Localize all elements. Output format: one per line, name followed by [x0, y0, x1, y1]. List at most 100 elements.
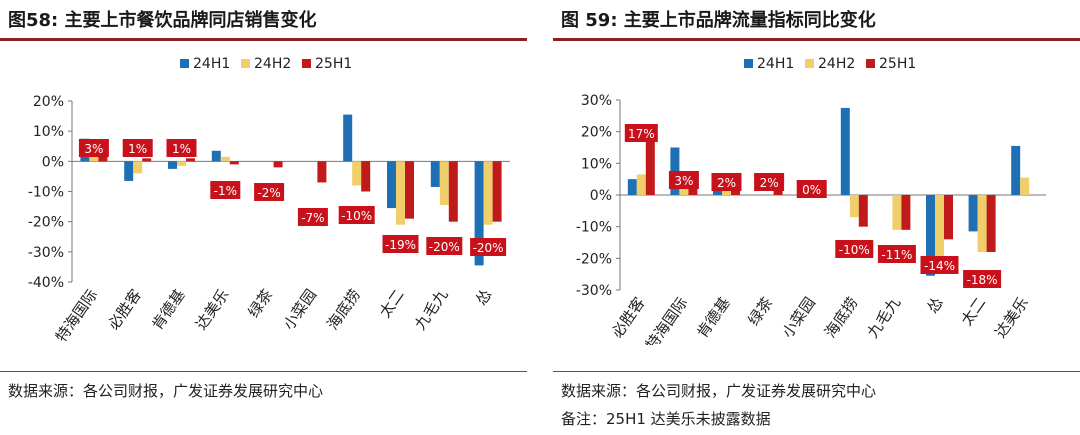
- data-label-box: [470, 238, 507, 256]
- bar-25H1-太二: [986, 195, 996, 252]
- x-category-label: 特海国际: [642, 294, 691, 345]
- data-label-box: [711, 173, 742, 191]
- data-label: -7%: [301, 211, 324, 225]
- bar-25H1-怂: [492, 161, 502, 222]
- legend-label-24H2: 24H2: [818, 56, 855, 72]
- data-label-box: [877, 245, 916, 263]
- left-footer-rule: [0, 371, 527, 372]
- data-label: 2%: [717, 176, 736, 190]
- y-tick-label: -20%: [28, 215, 64, 231]
- y-tick-label: 10%: [33, 124, 64, 140]
- bar-25H1-小菜园: [317, 161, 327, 183]
- legend-swatch-24H1: [744, 59, 753, 68]
- x-category-label: 小菜园: [778, 294, 819, 341]
- data-label-box: [963, 270, 1002, 288]
- data-label-box: [166, 139, 197, 157]
- left-figure-title: 图58: 主要上市餐饮品牌同店销售变化: [8, 10, 317, 31]
- bar-24H2-必胜客: [636, 174, 646, 195]
- legend-swatch-25H1: [866, 59, 875, 68]
- legend-swatch-24H1: [180, 59, 189, 68]
- left-title-rule: [0, 38, 527, 41]
- data-label: 3%: [674, 174, 693, 188]
- y-tick-label: -40%: [28, 275, 64, 291]
- bar-25H1-达美乐: [229, 161, 239, 165]
- x-category-label: 九毛九: [864, 294, 905, 341]
- data-label: -2%: [257, 186, 280, 200]
- bar-24H1-太二: [387, 161, 396, 209]
- bar-25H1-太二: [405, 161, 414, 219]
- bar-24H1-必胜客: [627, 179, 637, 195]
- bar-24H1-达美乐: [1011, 145, 1021, 195]
- bar-24H2-肯德基: [177, 161, 186, 166]
- legend-swatch-25H1: [302, 59, 311, 68]
- right-figure-panel: 图 59: 主要上市品牌流量指标同比变化 24H1 24H2 25H1 30% 20% 1…: [553, 0, 1080, 435]
- data-label-box: [122, 139, 153, 157]
- data-label-box: [624, 124, 658, 142]
- y-tick-label: 30%: [581, 93, 612, 109]
- right-source-note: 数据来源：各公司财报，广发证券发展研究中心: [561, 382, 877, 400]
- bar-24H1-达美乐: [211, 150, 221, 162]
- data-label: -11%: [881, 248, 912, 262]
- left-source-note: 数据来源：各公司财报，广发证券发展研究中心: [8, 382, 324, 400]
- y-tick-label: -30%: [28, 245, 64, 261]
- x-category-label: 达美乐: [192, 286, 233, 333]
- right-footnote: 备注：25H1 达美乐未披露数据: [561, 410, 771, 428]
- bar-24H2-肯德基: [722, 188, 731, 195]
- bar-25H1-肯德基: [731, 188, 740, 195]
- data-label-box: [426, 237, 463, 255]
- y-tick-label: -30%: [576, 283, 612, 299]
- data-label-box: [338, 206, 375, 224]
- bar-24H1-海底捞: [840, 107, 850, 195]
- data-label-box: [297, 208, 328, 226]
- left-figure-panel: 图58: 主要上市餐饮品牌同店销售变化 24H1 24H2 25H1 20% 10% 0%…: [0, 0, 527, 435]
- data-label: 0%: [802, 183, 821, 197]
- right-footer-rule: [553, 371, 1080, 372]
- bar-25H1-必胜客: [645, 141, 655, 195]
- legend-label-25H1: 25H1: [879, 56, 916, 72]
- bar-24H1-海底捞: [343, 114, 353, 162]
- bar-24H1-怂: [474, 161, 484, 266]
- data-label: 17%: [628, 127, 655, 141]
- bar-24H2-太二: [977, 195, 987, 252]
- data-label-box: [210, 181, 241, 199]
- legend-label-24H1: 24H1: [757, 56, 794, 72]
- x-category-label: 绿茶: [244, 286, 276, 321]
- bar-24H2-九毛九: [439, 161, 449, 206]
- bar-25H1-必胜客: [142, 158, 152, 162]
- y-tick-label: -10%: [28, 185, 64, 201]
- bar-24H1-必胜客: [124, 161, 134, 181]
- right-figure-title: 图 59: 主要上市品牌流量指标同比变化: [561, 10, 876, 31]
- data-label-box: [754, 173, 785, 191]
- x-category-label: 太二: [957, 294, 989, 329]
- y-tick-label: 10%: [581, 156, 612, 172]
- x-category-label: 绿茶: [744, 294, 776, 329]
- data-label: -19%: [385, 238, 416, 252]
- bar-25H1-特海国际: [688, 185, 698, 195]
- bar-24H2-必胜客: [133, 161, 143, 174]
- y-tick-label: 0%: [42, 154, 64, 170]
- data-label: -10%: [341, 209, 372, 223]
- x-category-label: 肯德基: [693, 294, 734, 341]
- data-label: 1%: [172, 142, 191, 156]
- data-label: -14%: [924, 259, 955, 273]
- y-tick-label: 20%: [581, 125, 612, 141]
- x-category-label: 肯德基: [148, 286, 189, 333]
- data-label: -20%: [429, 240, 460, 254]
- x-category-label: 太二: [376, 286, 408, 321]
- legend-label-24H2: 24H2: [254, 56, 291, 72]
- bar-25H1-绿茶: [773, 188, 783, 195]
- data-label-box: [920, 256, 959, 274]
- bar-25H1-肯德基: [186, 158, 195, 162]
- x-category-label: 达美乐: [991, 294, 1032, 341]
- y-tick-label: 20%: [33, 94, 64, 110]
- bar-24H2-达美乐: [220, 156, 230, 162]
- x-category-label: 怂: [923, 294, 946, 317]
- x-category-label: 海底捞: [323, 286, 364, 333]
- bar-24H2-特海国际: [679, 185, 689, 195]
- x-category-label: 怂: [472, 286, 495, 309]
- data-label-box: [78, 139, 109, 157]
- bar-24H2-达美乐: [1020, 177, 1030, 195]
- bar-24H2-海底捞: [352, 161, 362, 186]
- data-label-box: [835, 240, 874, 258]
- bar-25H1-九毛九: [901, 195, 911, 230]
